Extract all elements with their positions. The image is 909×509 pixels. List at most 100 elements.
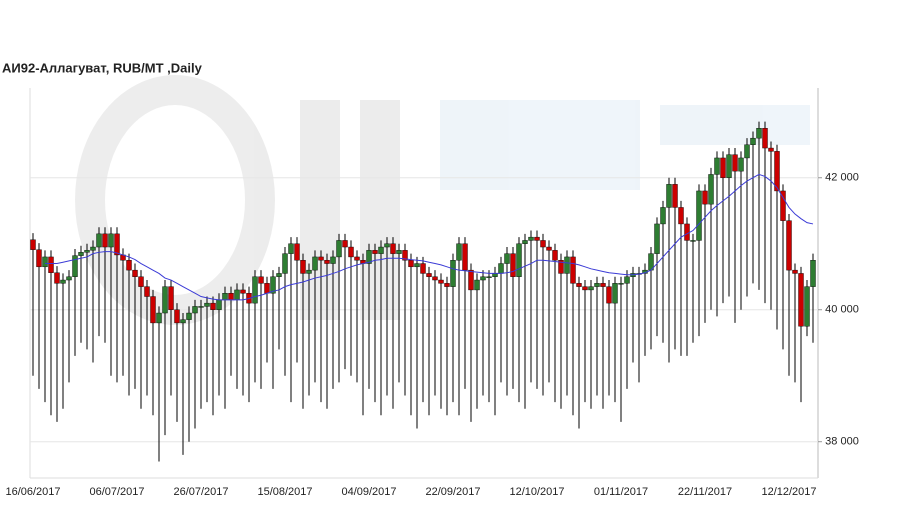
candle-body	[276, 273, 282, 277]
candle-body	[192, 306, 198, 314]
candle-body	[798, 273, 804, 327]
candle-body	[588, 286, 594, 291]
candle-body	[456, 243, 462, 261]
candle-body	[204, 302, 210, 307]
candle-body	[516, 243, 522, 277]
candle-body	[534, 236, 540, 241]
candle-body	[510, 253, 516, 277]
candle-body	[156, 312, 162, 324]
candle-body	[774, 151, 780, 192]
candle-body	[522, 240, 528, 244]
candle-body	[330, 256, 336, 264]
x-tick-label: 04/09/2017	[341, 486, 396, 498]
candle-body	[684, 223, 690, 241]
candle-body	[336, 240, 342, 258]
candle-body	[318, 256, 324, 261]
candle-body	[354, 256, 360, 261]
y-tick-label: 40 000	[825, 304, 859, 316]
candle-body	[810, 260, 816, 287]
y-tick-label: 42 000	[825, 172, 859, 184]
candle-body	[582, 286, 588, 291]
candle-body	[264, 283, 270, 294]
candle-body	[42, 256, 48, 268]
candle-body	[258, 276, 264, 284]
x-tick-label: 12/10/2017	[509, 486, 564, 498]
candle-body	[78, 252, 84, 256]
candle-body	[708, 174, 714, 205]
watermark-shape	[660, 105, 810, 145]
y-tick-label: 38 000	[825, 436, 859, 448]
candle-body	[624, 276, 630, 284]
candle-body	[576, 283, 582, 287]
candle-body	[198, 306, 204, 308]
candle-body	[126, 260, 132, 271]
candle-body	[108, 233, 114, 248]
candle-body	[300, 260, 306, 274]
watermark-shape	[440, 100, 640, 190]
candle-body	[468, 269, 474, 291]
candle-body	[102, 233, 108, 248]
candle-body	[804, 286, 810, 327]
candle-body	[408, 260, 414, 268]
candle-body	[546, 246, 552, 251]
candle-body	[228, 293, 234, 301]
candle-body	[90, 246, 96, 251]
candle-body	[162, 286, 168, 314]
candle-body	[240, 289, 246, 294]
candle-body	[768, 147, 774, 152]
candle-body	[210, 302, 216, 310]
candle-body	[612, 283, 618, 304]
x-tick-label: 22/11/2017	[678, 486, 732, 498]
candle-body	[660, 207, 666, 225]
candle-body	[750, 137, 756, 145]
candle-body	[654, 223, 660, 254]
candle-body	[234, 289, 240, 301]
candle-body	[324, 260, 330, 264]
candle-body	[252, 276, 258, 304]
candle-body	[690, 240, 696, 242]
candle-body	[72, 255, 78, 277]
candle-body	[714, 157, 720, 175]
candle-body	[528, 236, 534, 241]
candle-body	[672, 184, 678, 208]
candle-body	[786, 220, 792, 271]
candle-body	[402, 250, 408, 261]
candle-body	[732, 154, 738, 172]
candle-body	[600, 283, 606, 287]
candle-body	[462, 243, 468, 271]
candle-body	[48, 256, 54, 273]
candle-body	[540, 240, 546, 248]
candle-body	[480, 276, 486, 281]
x-tick-label: 16/06/2017	[5, 486, 60, 498]
candle-body	[60, 279, 66, 284]
candle-body	[138, 276, 144, 287]
candle-body	[738, 157, 744, 172]
candle-body	[288, 243, 294, 254]
candle-body	[792, 269, 798, 274]
candle-body	[696, 190, 702, 241]
candle-body	[144, 286, 150, 297]
candle-body	[36, 249, 42, 268]
candle-body	[378, 246, 384, 254]
x-tick-label: 22/09/2017	[425, 486, 480, 498]
candle-body	[570, 256, 576, 284]
x-tick-label: 15/08/2017	[257, 486, 312, 498]
candle-body	[420, 263, 426, 274]
candle-body	[426, 273, 432, 277]
candle-body	[498, 263, 504, 274]
candle-body	[294, 243, 300, 261]
candle-body	[342, 240, 348, 248]
candle-body	[222, 293, 228, 301]
candle-body	[54, 272, 60, 284]
candle-body	[474, 279, 480, 291]
candle-body	[96, 233, 102, 248]
candle-body	[396, 250, 402, 254]
candle-body	[702, 190, 708, 205]
candle-body	[312, 256, 318, 271]
candle-body	[84, 250, 90, 253]
candle-body	[150, 296, 156, 324]
candle-body	[444, 283, 450, 287]
candle-body	[564, 256, 570, 274]
candle-body	[366, 250, 372, 264]
